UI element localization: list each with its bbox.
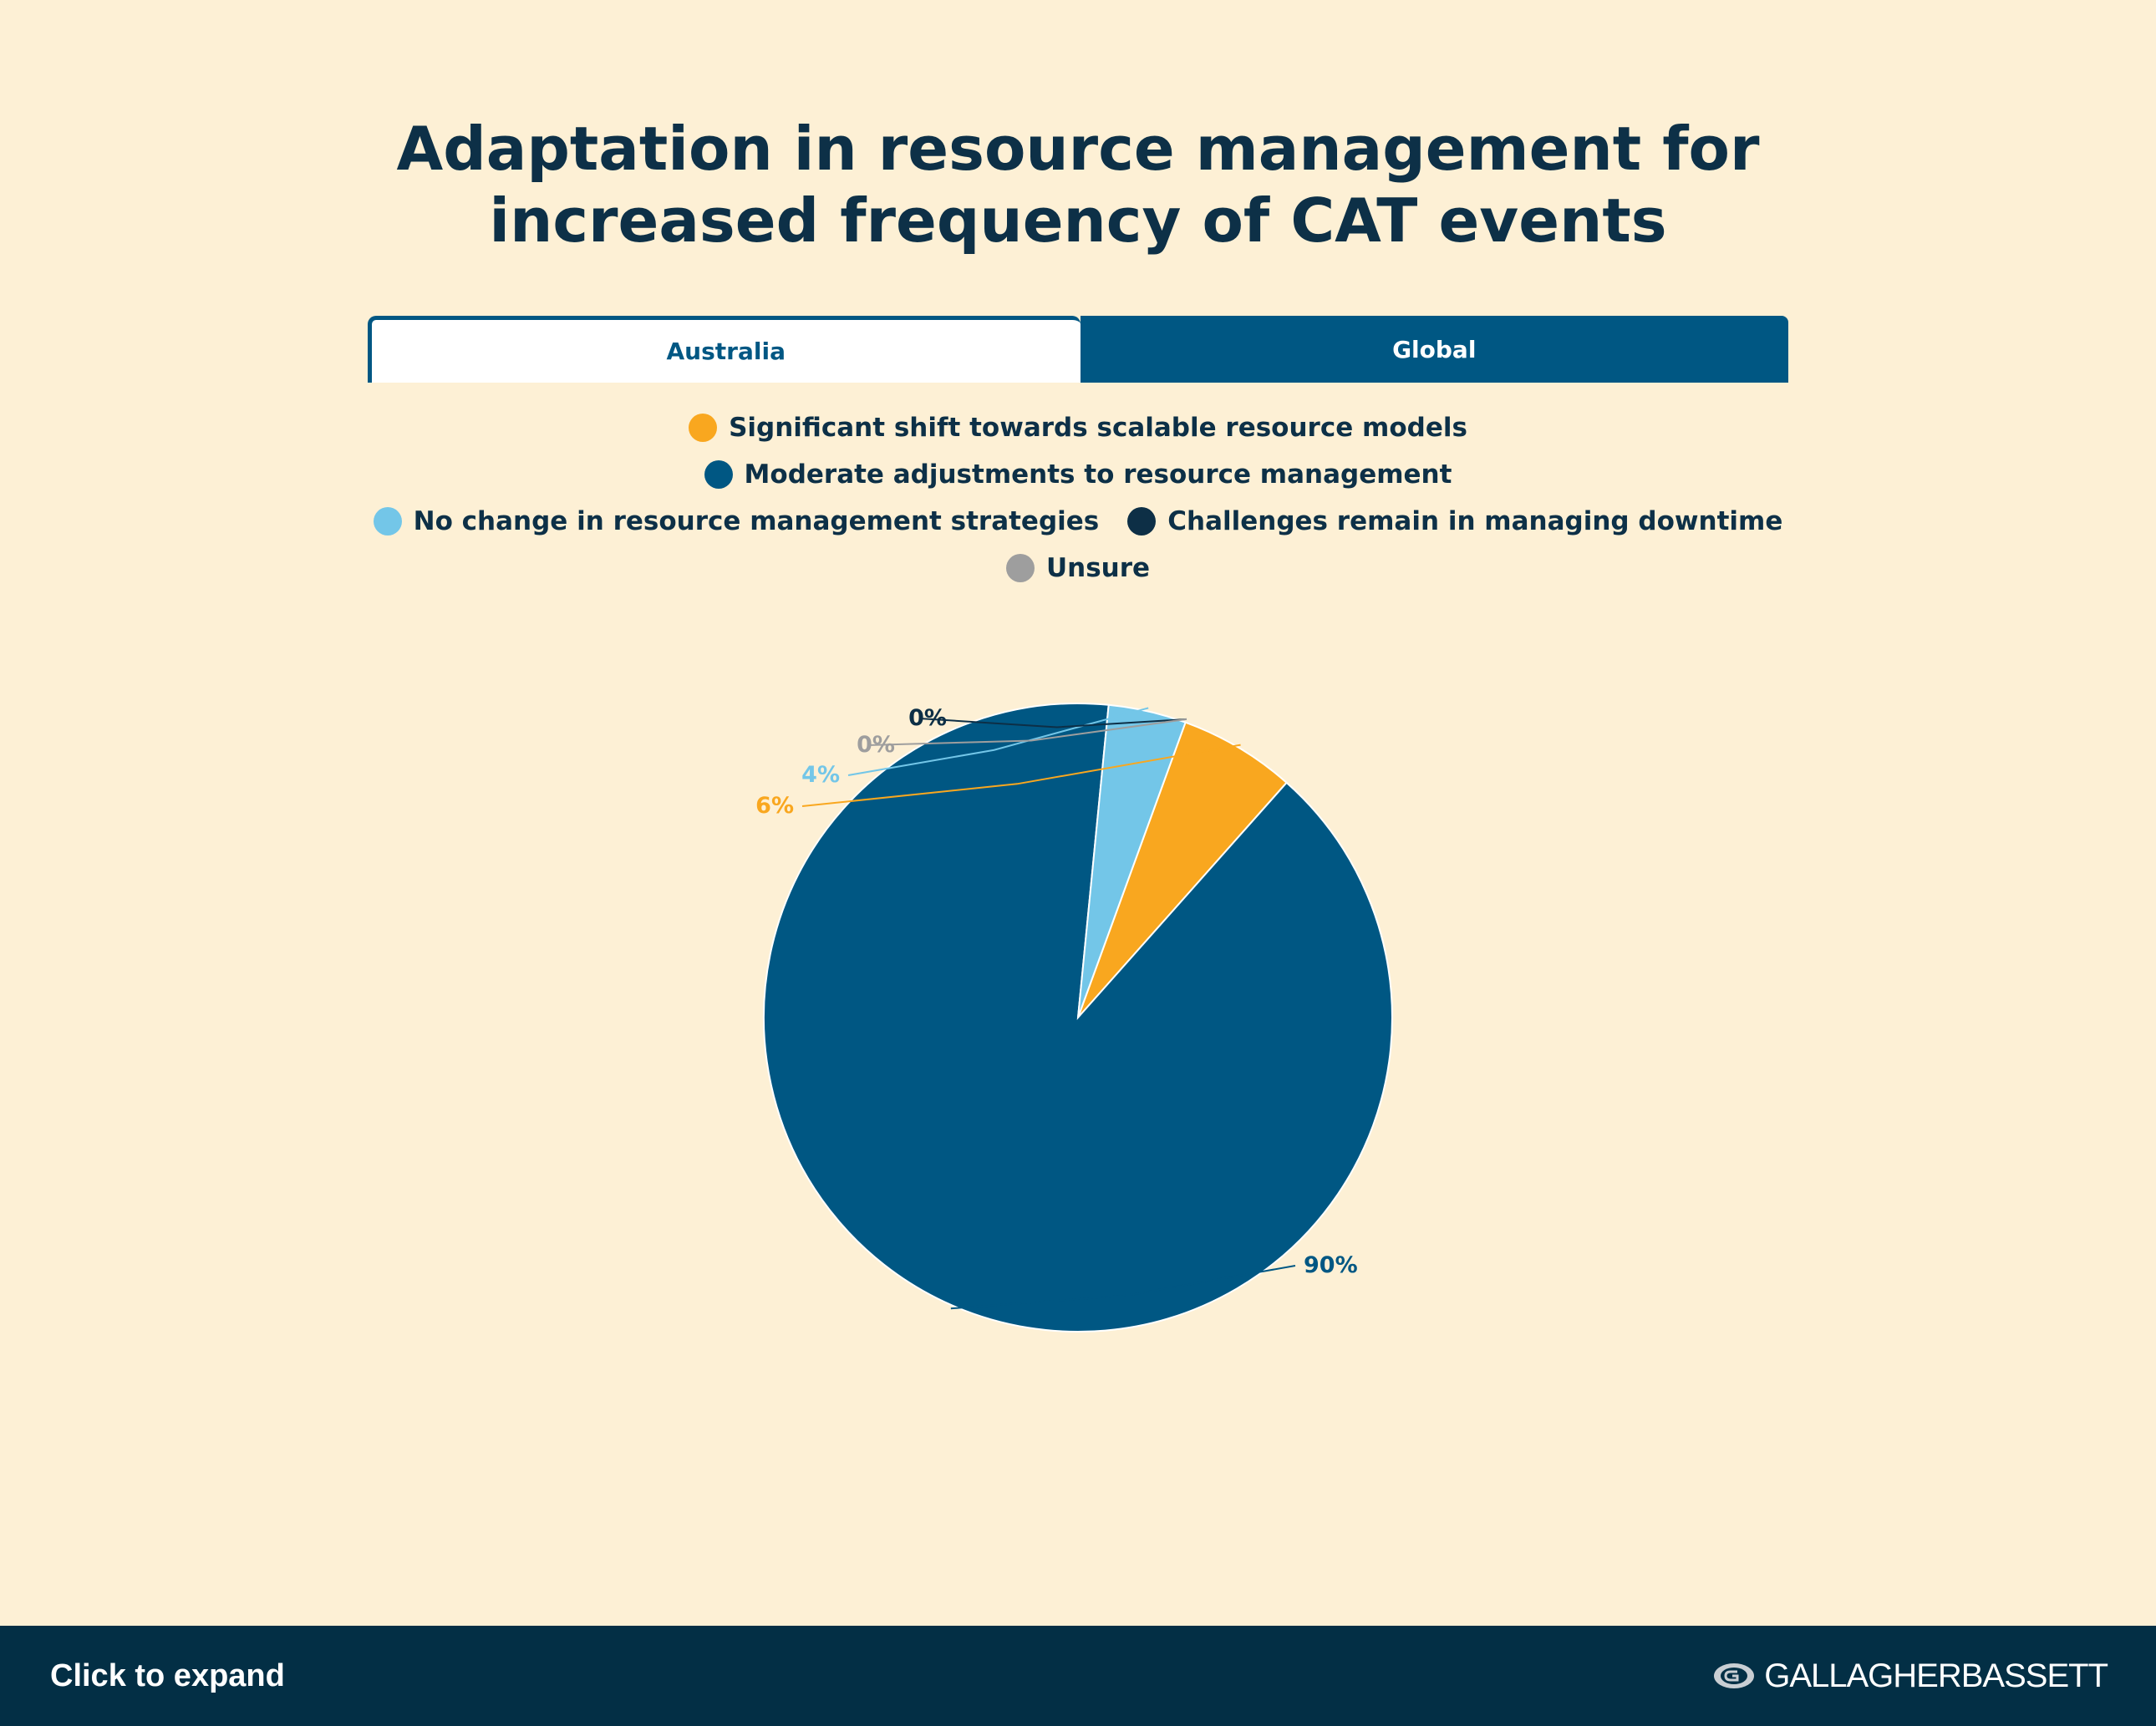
pie-chart: 6% 90% 4% 0% 0% [755,703,1393,1333]
legend-row: Moderate adjustments to resource managem… [368,456,1788,493]
chart-title-line-2: increased frequency of CAT events [489,185,1667,256]
legend-label: Unsure [1045,553,1151,583]
chart-title-line-1: Adaptation in resource management for [396,114,1760,184]
pie-labels: 6% 90% 4% 0% 0% [755,705,1358,1310]
pie-connector-line [918,718,1187,728]
chart-legend: Significant shift towards scalable resou… [368,409,1788,586]
pie-data-label-challenges-remain-in-managing-downtime: 0% [908,705,947,731]
legend-row: Unsure [368,550,1788,586]
footer-bar: Click to expand GALLAGHERBASSETT [0,1626,2156,1726]
legend-item-challenges[interactable]: Challenges remain in managing downtime [1127,503,1782,540]
pie-connector-line [950,1265,1296,1310]
pie-connector-line [847,707,1149,776]
region-tabs: Australia Global [368,316,1788,383]
pie-slices [763,703,1393,1333]
legend-dot-icon [1127,507,1157,536]
brand-logo: GALLAGHERBASSETT [1712,1626,2108,1726]
legend-row: No change in resource management strateg… [368,503,1788,540]
legend-label: Moderate adjustments to resource managem… [744,459,1452,490]
pie-data-label-significant-shift-towards-scalable-resource-models: 6% [755,793,794,819]
pie-connector-line [801,744,1241,807]
expand-button[interactable]: Click to expand [50,1657,285,1693]
pie-slice-significant-shift-towards-scalable-resource-models[interactable] [1077,721,1289,1018]
tab-global[interactable]: Global [1080,316,1788,383]
legend-item-moderate[interactable]: Moderate adjustments to resource managem… [704,456,1452,493]
brand-logo-text: GALLAGHERBASSETT [1764,1657,2108,1694]
legend-item-no-change[interactable]: No change in resource management strateg… [373,503,1100,540]
pie-data-label-unsure: 0% [857,732,895,758]
legend-dot-icon [689,414,718,442]
legend-item-scalable[interactable]: Significant shift towards scalable resou… [689,409,1467,446]
pie-data-label-no-change-in-resource-management-strategies: 4% [801,762,840,788]
tab-australia[interactable]: Australia [368,316,1081,383]
legend-item-unsure[interactable]: Unsure [1005,550,1151,586]
legend-label: No change in resource management strateg… [413,506,1100,536]
legend-dot-icon [704,460,733,489]
pie-slice-no-change-in-resource-management-strategies[interactable] [1077,703,1187,1018]
legend-label: Significant shift towards scalable resou… [729,413,1467,443]
chart-title: Adaptation in resource management for in… [0,113,2156,256]
legend-dot-icon [373,507,402,536]
legend-label: Challenges remain in managing downtime [1167,506,1783,536]
legend-row: Significant shift towards scalable resou… [368,409,1788,446]
pie-data-label-moderate-adjustments-to-resource-management: 90% [1304,1252,1358,1278]
pie-connector-line [867,718,1187,746]
legend-dot-icon [1005,554,1035,582]
gallagher-bassett-logo-icon [1714,1663,1755,1688]
